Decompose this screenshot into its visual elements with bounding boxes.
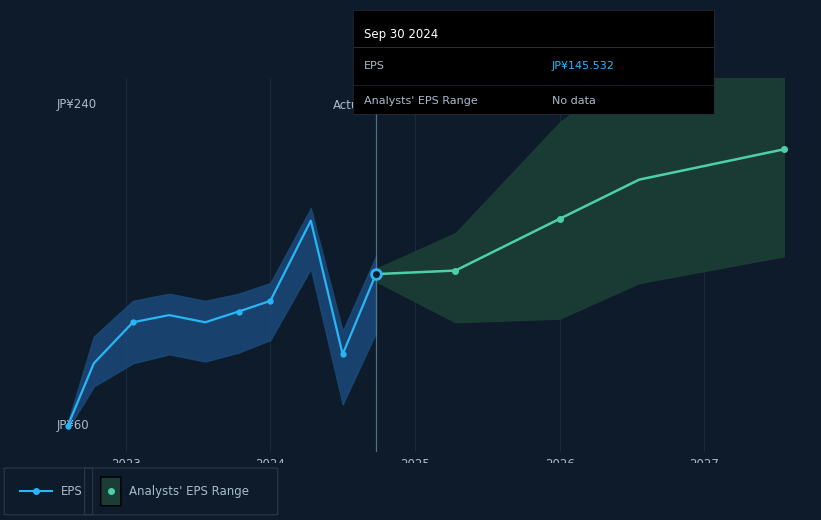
Text: No data: No data: [552, 96, 595, 106]
Text: JP¥145.532: JP¥145.532: [552, 60, 615, 71]
Text: JP¥60: JP¥60: [57, 419, 89, 432]
FancyBboxPatch shape: [101, 477, 121, 505]
Text: Analysts' EPS Range: Analysts' EPS Range: [364, 96, 478, 106]
Text: Actual: Actual: [333, 99, 370, 112]
Text: Analysts Forecasts: Analysts Forecasts: [388, 99, 498, 112]
Text: EPS: EPS: [61, 485, 82, 498]
Text: EPS: EPS: [364, 60, 385, 71]
Text: Analysts' EPS Range: Analysts' EPS Range: [129, 485, 249, 498]
Text: JP¥240: JP¥240: [57, 98, 96, 111]
Text: Sep 30 2024: Sep 30 2024: [364, 28, 438, 41]
